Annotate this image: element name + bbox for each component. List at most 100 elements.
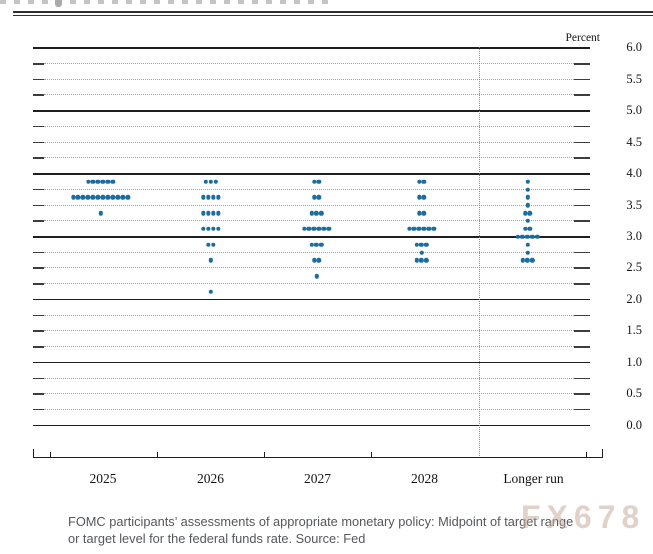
projection-dot	[201, 195, 206, 200]
x-axis-end-tick	[601, 448, 603, 457]
x-axis-tick	[157, 451, 159, 457]
gridline-minor	[44, 63, 574, 65]
y-axis-label: 3.5	[626, 197, 642, 212]
dot-row	[309, 242, 324, 247]
gridline-left-tick	[33, 78, 44, 81]
dot-row	[206, 242, 216, 247]
projection-dot	[105, 195, 111, 200]
dot-row	[301, 226, 332, 232]
y-axis-label: 0.0	[626, 417, 642, 432]
dot-row	[525, 250, 530, 255]
projection-dot	[520, 258, 525, 263]
projection-dot	[321, 226, 327, 232]
gridline-right-tick	[574, 188, 590, 191]
projection-dot	[419, 250, 424, 255]
chart-caption: FOMC participants’ assessments of approp…	[68, 514, 573, 547]
dot-row	[525, 195, 530, 200]
gridline-right-tick	[574, 283, 590, 285]
watermark: FX678	[521, 499, 646, 535]
dot-row	[416, 211, 427, 216]
y-axis-label: 1.5	[626, 323, 642, 338]
projection-dot	[85, 195, 91, 200]
cropped-text-remnant	[55, 0, 62, 7]
gridline-minor	[44, 283, 574, 285]
projection-dot	[115, 195, 121, 200]
gridline-left-tick	[33, 141, 44, 144]
gridline-minor	[44, 330, 574, 332]
gridline-minor	[44, 188, 574, 190]
gridline-right-tick	[574, 94, 590, 96]
projection-dot	[206, 226, 211, 232]
gridline-right-tick	[574, 204, 590, 207]
projection-dot	[206, 211, 211, 216]
gridline-right-tick	[574, 314, 590, 317]
dot-row	[203, 179, 219, 184]
projection-dot	[525, 195, 530, 200]
dot-row	[314, 273, 319, 279]
dot-row	[416, 179, 427, 184]
dot-row	[406, 226, 437, 232]
gridline-left-tick	[33, 204, 44, 207]
y-axis-unit-label: Percent	[565, 32, 600, 44]
projection-dot	[203, 179, 209, 184]
dot-row	[515, 234, 540, 239]
dot-row	[311, 179, 322, 184]
projection-dot	[419, 242, 424, 247]
projection-dot	[211, 226, 216, 232]
dot-row	[201, 226, 221, 232]
gridline-minor	[44, 157, 574, 159]
y-axis-label: 2.5	[626, 260, 642, 275]
projection-dot	[525, 218, 530, 224]
dot-row	[201, 195, 221, 200]
gridline-minor	[44, 314, 574, 316]
dot-row	[416, 195, 427, 200]
dot-row	[520, 258, 535, 263]
gridline-major	[33, 424, 590, 427]
projection-dot	[110, 195, 116, 200]
gridline-left-tick	[33, 377, 44, 380]
gridline-left-tick	[33, 393, 44, 395]
gridline-minor	[44, 78, 574, 80]
projection-dot	[419, 258, 424, 263]
x-axis-tick	[50, 451, 52, 457]
gridline-minor	[44, 393, 574, 395]
dot-row	[70, 195, 131, 200]
gridline-right-tick	[574, 330, 590, 332]
projection-dot	[527, 211, 533, 216]
y-axis-label: 4.5	[626, 134, 642, 149]
projection-dot	[206, 195, 211, 200]
projection-dot	[110, 179, 116, 184]
y-axis-label: 5.5	[626, 71, 642, 86]
projection-dot	[208, 179, 214, 184]
projection-dot	[515, 234, 520, 239]
projection-dot	[311, 258, 317, 263]
projection-dot	[525, 242, 530, 247]
projection-dot	[316, 179, 322, 184]
projection-dot	[416, 195, 422, 200]
projection-dot	[100, 195, 106, 200]
gridline-left-tick	[33, 220, 44, 222]
projection-dot	[201, 211, 206, 216]
projection-dot	[206, 242, 211, 247]
projection-dot	[211, 211, 216, 216]
y-axis-label: 5.0	[626, 103, 642, 118]
gridline-minor	[44, 94, 574, 96]
gridline-major	[33, 361, 590, 364]
gridline-left-tick	[33, 63, 44, 65]
gridline-major	[33, 173, 590, 175]
dot-row	[311, 258, 322, 263]
dot-row	[309, 211, 324, 216]
projection-dot	[522, 211, 528, 216]
gridline-right-tick	[574, 78, 590, 81]
dot-row	[525, 187, 530, 192]
gridline-major	[33, 110, 590, 112]
gridline-minor	[44, 204, 574, 206]
gridline-minor	[44, 267, 574, 269]
projection-dot	[520, 234, 525, 239]
gridline-right-tick	[574, 408, 590, 411]
projection-dot	[311, 226, 317, 232]
x-axis-label: Longer run	[503, 471, 564, 486]
gridline-right-tick	[574, 141, 590, 144]
gridline-left-tick	[33, 408, 44, 411]
